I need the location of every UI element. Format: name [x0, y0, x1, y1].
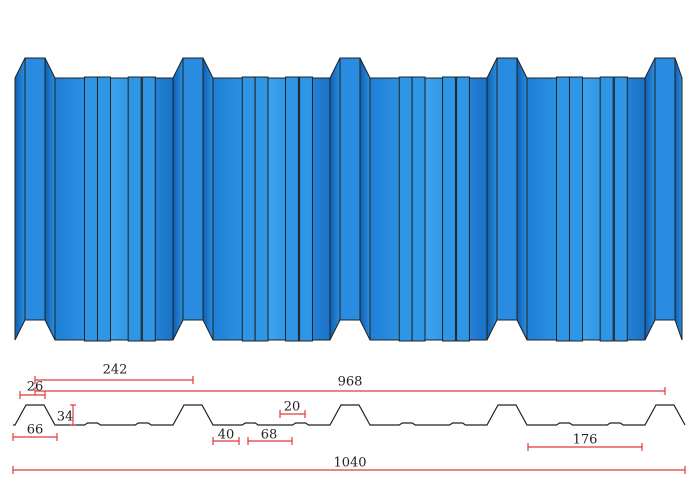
stiffener: [568, 76, 583, 342]
rib-side: [359, 57, 371, 341]
dimension-lines: [12, 376, 686, 474]
dimension-label: 68: [261, 428, 278, 443]
stiffener: [456, 76, 470, 342]
stiffener: [84, 76, 98, 342]
stiffener: [127, 76, 142, 342]
stiffener: [96, 76, 111, 342]
stiffener: [299, 76, 313, 342]
rib-top: [182, 57, 204, 321]
rib-side: [644, 57, 656, 341]
rib-side: [329, 57, 341, 341]
rib-side: [14, 57, 26, 341]
stiffener: [141, 76, 156, 342]
stiffener: [556, 76, 570, 342]
stiffener: [599, 76, 614, 342]
profile-line: [13, 404, 686, 426]
rib-top: [496, 57, 518, 321]
rib-side: [516, 57, 528, 341]
stiffener: [241, 76, 256, 342]
dimension-label: 1040: [333, 456, 366, 471]
stiffener: [442, 76, 456, 342]
rib-top: [24, 57, 46, 321]
dimension-label: 66: [27, 423, 44, 438]
stiffener: [613, 76, 628, 342]
profile-section: [13, 404, 686, 426]
rib-top: [339, 57, 361, 321]
stiffener: [254, 76, 269, 342]
dimension-label: 176: [573, 433, 598, 448]
dimension-label: 242: [103, 363, 128, 378]
rib-side: [44, 57, 56, 341]
rib-side: [172, 57, 184, 341]
dimension-label: 26: [27, 380, 44, 395]
stiffener: [398, 76, 413, 342]
rib-side: [202, 57, 214, 341]
sheet-view: [14, 57, 683, 342]
dimension-label: 34: [57, 410, 74, 425]
dimension-label: 20: [284, 400, 301, 415]
rib-side: [486, 57, 498, 341]
rib-side: [674, 57, 683, 341]
dimension-label: 968: [338, 375, 363, 390]
rib-top: [654, 57, 676, 321]
stiffener: [285, 76, 299, 342]
stiffener: [411, 76, 426, 342]
dimension-label: 40: [218, 428, 235, 443]
